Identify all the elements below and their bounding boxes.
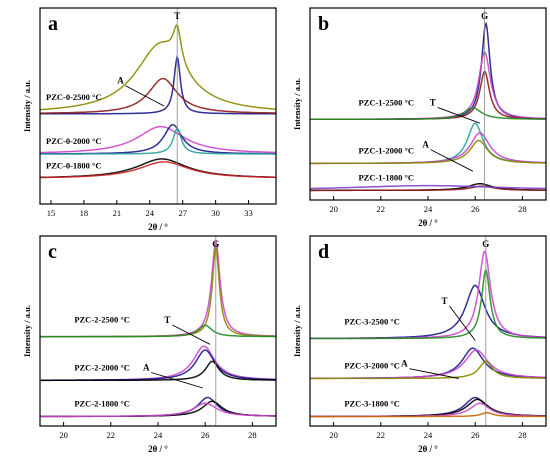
series-line [40,24,276,111]
x-tick-label: 22 [107,430,116,440]
series-line [310,269,546,340]
series-label: PZC-2-2000 °C [74,362,130,372]
series-line [40,161,276,179]
series-label: PZC-2-2500 °C [74,315,130,325]
x-tick-label: 33 [244,208,253,218]
panel-letter: a [48,13,58,35]
series-label: PZC-0-2500 °C [46,92,102,102]
panel-c: PZC-2-2500 °C PZC-2-2000 °C PZC-2-1800 °C 2… [22,235,277,454]
x-axis-label: 2θ / ° [148,222,168,232]
peak-arrow [151,372,203,389]
x-tick-label: 20 [59,430,68,440]
x-tick-label: 24 [424,430,433,440]
panel-d: PZC-3-2500 °C PZC-3-2000 °C PZC-3-1800 °C 2… [292,235,547,454]
series-label: PZC-0-2000 °C [46,136,102,146]
plot-frame [39,7,277,205]
peak-label: A [401,359,408,369]
series-line [310,411,546,418]
peak-label: A [422,140,429,150]
series-label: PZC-1-2000 °C [358,146,414,156]
series-line [40,402,276,418]
series-line [310,70,546,121]
peak-label: A [117,76,124,86]
series-line [310,284,546,340]
series-line [310,185,546,192]
panel-letter: c [48,241,57,263]
x-tick-label: 24 [424,204,433,214]
x-tick-label: 28 [518,204,527,214]
series-line [310,184,546,190]
peak-arrow [125,85,165,107]
series-line [40,360,276,382]
panel-a: PZC-0-2500 °C PZC-0-2000 °C PZC-0-1800 °C 1… [22,7,277,232]
y-axis-label: Intensity / a.u. [22,305,32,357]
series-line [40,127,276,155]
peak-label: G [212,239,219,249]
series-line [40,324,276,338]
peak-label: G [481,11,488,21]
peak-arrow [437,106,481,124]
panel-b: PZC-1-2500 °C PZC-1-2000 °C PZC-1-1800 °C 2… [292,7,547,228]
peak-label: T [164,315,170,325]
peak-label: T [174,11,180,21]
y-axis-label: Intensity / a.u. [22,80,32,132]
x-tick-label: 26 [471,430,480,440]
x-tick-label: 15 [47,208,56,218]
series-line [40,77,276,114]
series-line [310,360,546,380]
peak-arrow [409,368,459,379]
series-label: PZC-1-1800 °C [358,172,414,182]
x-tick-label: 26 [201,430,210,440]
series-label: PZC-2-1800 °C [74,399,130,409]
y-axis-label: Intensity / a.u. [292,305,302,357]
series-label: PZC-0-1800 °C [46,161,102,171]
x-tick-label: 22 [377,430,386,440]
x-tick-label: 22 [377,204,386,214]
x-tick-label: 24 [146,208,155,218]
series-label: PZC-3-1800 °C [344,399,400,409]
x-tick-label: 24 [154,430,163,440]
panel-letter: b [318,13,329,35]
plot-frame [309,235,547,427]
x-tick-label: 20 [329,430,338,440]
peak-label: A [143,363,150,373]
y-axis-label: Intensity / a.u. [292,78,302,130]
plot-frame [39,235,277,427]
panel-letter: d [318,241,329,263]
x-axis-label: 2θ / ° [418,218,438,228]
peak-arrow [172,324,211,345]
x-tick-label: 30 [211,208,220,218]
series-line [310,139,546,165]
curves [40,240,276,418]
plot-frame [309,7,547,201]
series-line [40,125,276,154]
x-axis-label: 2θ / ° [418,444,438,454]
series-line [310,51,546,120]
curves [310,21,546,192]
x-tick-label: 18 [80,208,89,218]
series-line [310,107,546,121]
x-tick-label: 20 [329,204,338,214]
x-tick-label: 26 [471,204,480,214]
series-label: PZC-3-2000 °C [344,361,400,371]
series-label: PZC-3-2500 °C [344,317,400,327]
series-line [310,21,546,121]
peak-arrow [430,149,474,172]
x-tick-label: 21 [113,208,122,218]
x-tick-label: 28 [248,430,257,440]
peak-label: T [430,97,436,107]
curves [40,24,276,179]
x-tick-label: 27 [178,208,187,218]
x-tick-label: 28 [518,430,527,440]
series-line [40,54,276,115]
peak-arrow [449,305,476,341]
peak-label: T [442,296,448,306]
series-label: PZC-1-2500 °C [358,97,414,107]
peak-label: G [482,239,489,249]
curves [310,250,546,418]
x-axis-label: 2θ / ° [148,444,168,454]
